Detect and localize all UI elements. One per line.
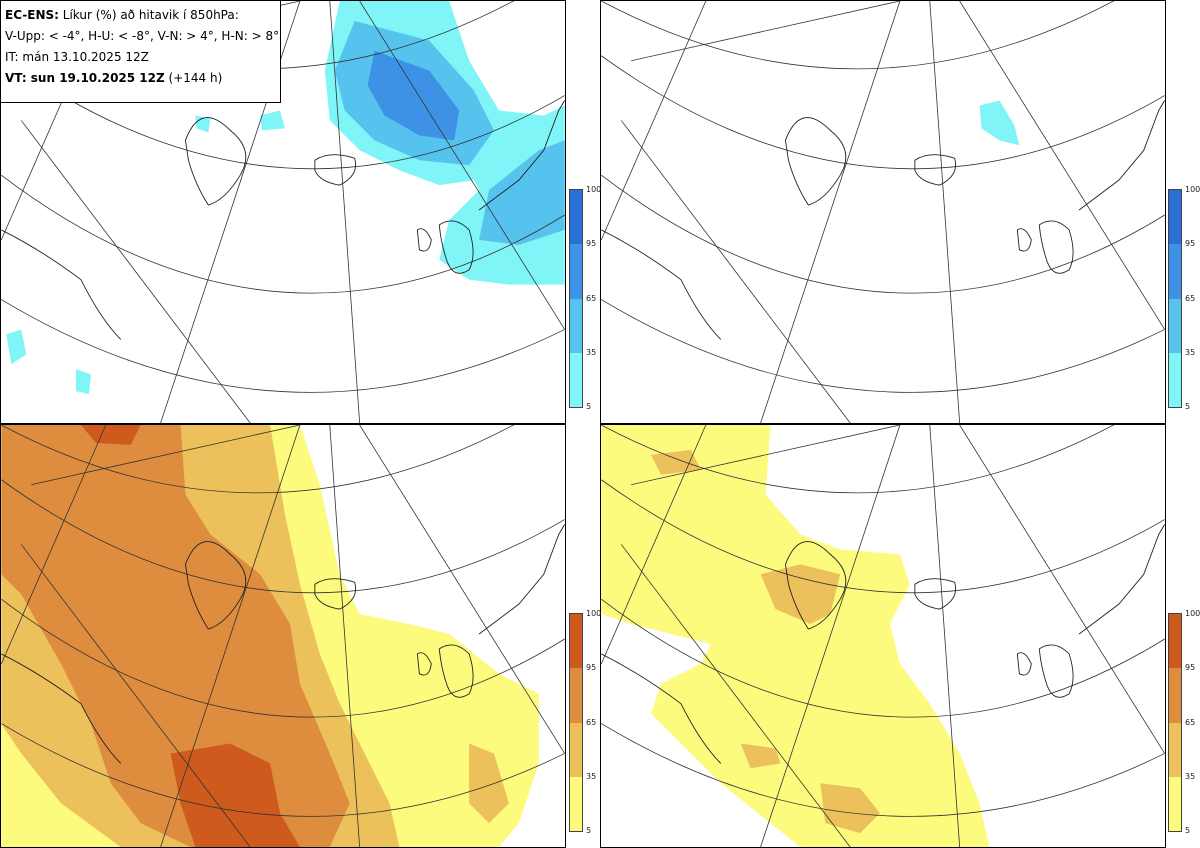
colorbar-warm-bottom-right: 100 95 65 35 5 [1168, 610, 1200, 835]
prob-area-100 [80, 425, 300, 847]
colorbar-label: 95 [1185, 239, 1196, 249]
colorbar-label: 5 [586, 402, 592, 411]
colorbar-label: 5 [1185, 826, 1191, 835]
prob-area-95 [367, 50, 460, 141]
colorbar-segment [570, 668, 582, 723]
colorbar-segment [1169, 614, 1181, 669]
colorbar-segment [1169, 244, 1181, 299]
graticule [1, 425, 565, 847]
map-title-box: EC-ENS: Líkur (%) að hitavik í 850hPa: V… [0, 0, 281, 103]
colorbar-label: 95 [586, 239, 597, 249]
valid-time: VT: sun 19.10.2025 12Z [5, 71, 165, 85]
threshold-line: V-Upp: < -4°, H-U: < -8°, V-N: > 4°, H-N… [5, 29, 280, 43]
colorbar-label: 100 [1185, 185, 1200, 194]
colorbar-segment [570, 298, 582, 353]
map-panel-v-upp [0, 0, 566, 424]
coastlines [601, 524, 1165, 764]
colorbar-label: 65 [586, 293, 597, 303]
colorbar-segment [570, 776, 582, 831]
colorbar-label: 65 [586, 717, 597, 727]
prob-area-95 [1, 425, 350, 847]
prob-area-35 [601, 425, 990, 847]
valid-time-line: VT: sun 19.10.2025 12Z (+144 h) [5, 68, 276, 89]
model-label: EC-ENS: [5, 8, 59, 22]
colorbar-segment [1169, 668, 1181, 723]
map-panel-v-n [0, 424, 566, 848]
colorbar-cold-top-right: 100 95 65 35 5 [1168, 186, 1200, 411]
colorbar-segment [570, 244, 582, 299]
colorbar-label: 65 [1185, 293, 1196, 303]
colorbar-label: 95 [1185, 663, 1196, 673]
coastlines [1, 100, 565, 340]
prob-area-small [6, 110, 285, 395]
colorbar-segment [570, 722, 582, 777]
map-h-n [601, 425, 1165, 847]
graticule [601, 425, 1165, 847]
colorbar-label: 35 [586, 771, 597, 781]
colorbar-label: 100 [586, 609, 602, 618]
map-panel-h-u [600, 0, 1166, 424]
colorbar-warm-bottom-left: 100 95 65 35 5 [569, 610, 601, 835]
title-text: Líkur (%) að hitavik í 850hPa: [62, 8, 239, 22]
colorbar-segment [570, 352, 582, 407]
prob-area-65 [651, 449, 881, 834]
colorbar-label: 5 [1185, 402, 1191, 411]
map-h-u [601, 1, 1165, 423]
coastlines [601, 100, 1165, 340]
colorbar-label: 95 [586, 663, 597, 673]
colorbar-label: 65 [1185, 717, 1196, 727]
colorbar-label: 100 [1185, 609, 1200, 618]
graticule [601, 1, 1165, 423]
colorbar-cold-top-left: 100 95 65 35 5 [569, 186, 601, 411]
colorbar-segment [570, 614, 582, 669]
init-time: IT: mán 13.10.2025 12Z [5, 50, 149, 64]
lead-time: (+144 h) [168, 71, 223, 85]
coastlines [1, 524, 565, 764]
colorbar-label: 35 [586, 347, 597, 357]
title-line-1: EC-ENS: Líkur (%) að hitavik í 850hPa: [5, 5, 276, 26]
colorbar-segment [1169, 190, 1181, 245]
colorbar-segment [1169, 776, 1181, 831]
colorbar-label: 100 [586, 185, 602, 194]
colorbar-label: 35 [1185, 347, 1196, 357]
colorbar-label: 35 [1185, 771, 1196, 781]
map-v-n [1, 425, 565, 847]
colorbar-segment [1169, 352, 1181, 407]
colorbar-segment [570, 190, 582, 245]
prob-area-35 [979, 100, 1020, 146]
map-panel-h-n [600, 424, 1166, 848]
colorbar-segment [1169, 722, 1181, 777]
colorbar-label: 5 [586, 826, 592, 835]
colorbar-segment [1169, 298, 1181, 353]
